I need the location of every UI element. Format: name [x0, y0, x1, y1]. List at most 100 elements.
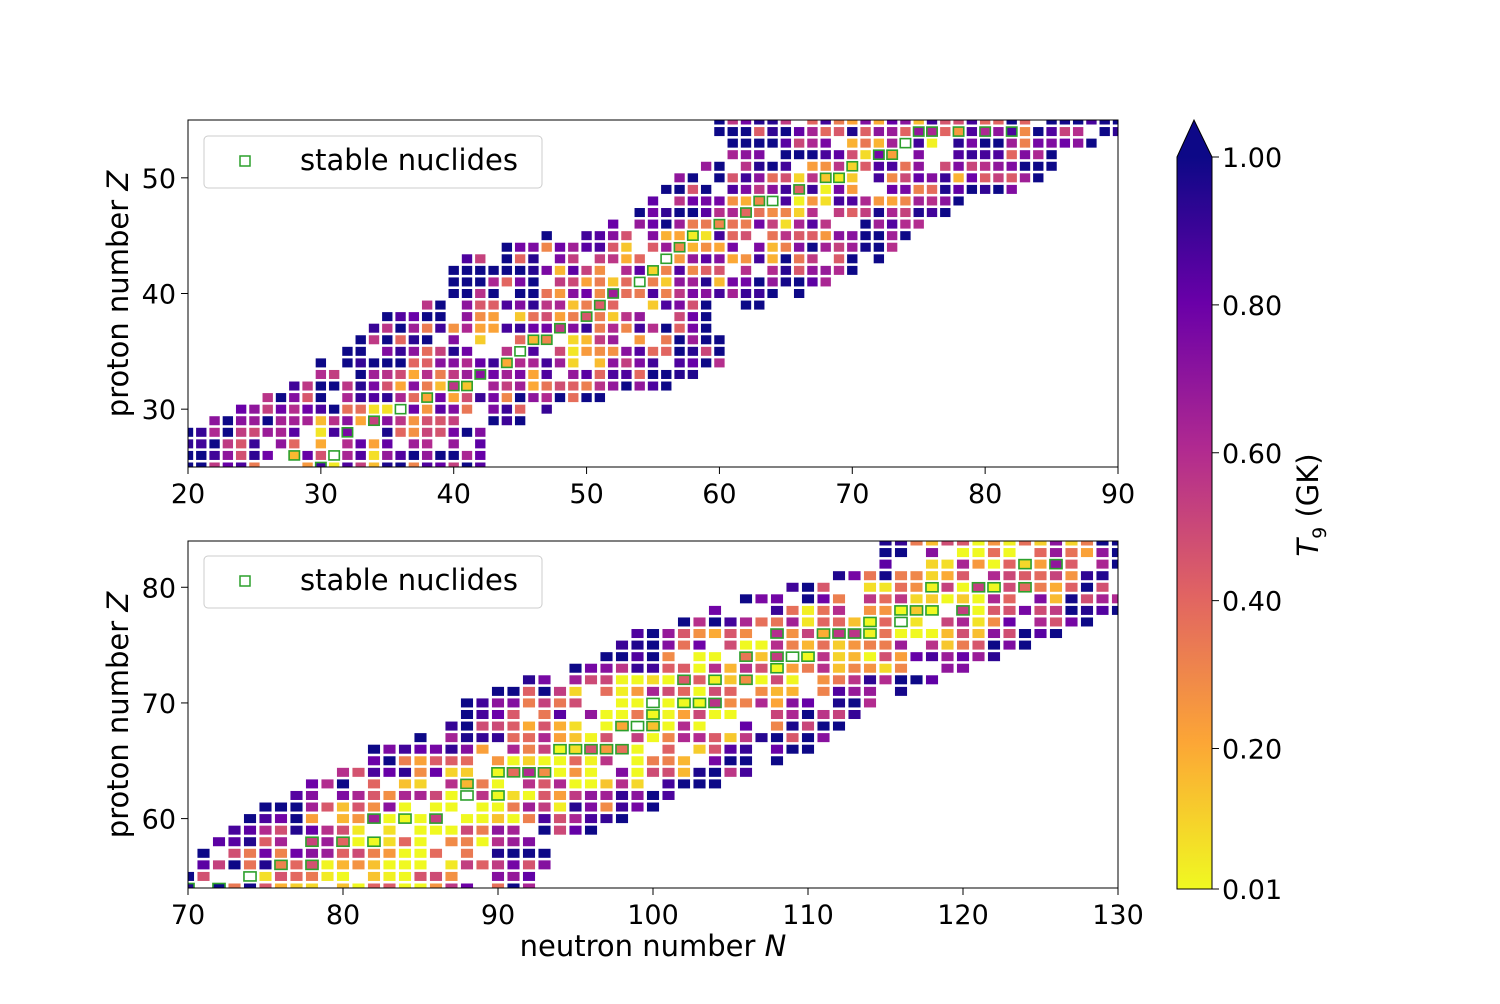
nuclide-cell — [581, 335, 592, 345]
nuclide-cell — [514, 404, 526, 414]
nuclide-cell — [793, 231, 805, 241]
nuclide-cell — [290, 871, 303, 881]
stable-nuclide-marker — [753, 195, 766, 207]
nuclide-cell — [966, 161, 978, 171]
nuclide-cell — [631, 663, 644, 673]
stable-nuclide-marker — [593, 299, 606, 311]
nuclide-cell — [817, 686, 830, 696]
nuclide-cell — [568, 300, 579, 310]
nuclide-cell — [817, 629, 830, 639]
nuclide-cell — [940, 184, 951, 194]
nuclide-cell — [767, 173, 778, 183]
nuclide-cell — [832, 617, 846, 627]
nuclide-cell — [925, 571, 939, 581]
nuclide-cell — [290, 814, 303, 824]
nuclide-cell — [445, 767, 458, 777]
nuclide-cell — [770, 686, 784, 696]
nuclide-cell — [594, 369, 606, 379]
nuclide-cell — [873, 231, 885, 241]
nuclide-cell — [910, 617, 923, 627]
nuclide-cell — [460, 698, 474, 708]
nuclide-cell — [196, 439, 207, 449]
nuclide-cell — [755, 652, 768, 662]
nuclide-cell — [925, 559, 939, 569]
nuclide-cell — [352, 825, 365, 835]
nuclide-cell — [488, 265, 499, 275]
nuclide-cell — [993, 150, 1004, 160]
top-legend-label: stable nuclides — [300, 143, 518, 177]
nuclide-cell — [693, 652, 706, 662]
nuclide-cell — [621, 312, 632, 322]
nuclide-cell — [395, 335, 406, 345]
nuclide-cell — [414, 883, 427, 888]
nuclide-cell — [848, 629, 861, 639]
nuclide-cell — [886, 184, 898, 194]
nuclide-cell — [966, 150, 978, 160]
nuclide-cell — [383, 825, 396, 835]
nuclide-cell — [382, 416, 393, 426]
nuclide-cell — [368, 404, 380, 414]
nuclide-cell — [740, 138, 752, 148]
nuclide-cell — [941, 541, 954, 546]
nuclide-cell — [754, 242, 765, 252]
nuclide-cell — [235, 416, 247, 426]
nuclide-cell — [987, 541, 1001, 546]
nuclide-cell — [700, 161, 712, 171]
nuclide-cell — [863, 617, 877, 627]
nuclide-cell — [863, 675, 877, 685]
nuclide-cell — [1072, 138, 1084, 148]
nuclide-cell — [807, 161, 818, 171]
nuclide-cell — [461, 300, 473, 310]
bottom-xtick-label: 110 — [782, 900, 834, 931]
nuclide-cell — [607, 369, 619, 379]
nuclide-cell — [491, 814, 505, 824]
nuclide-cell — [507, 837, 520, 847]
nuclide-cell — [507, 721, 520, 731]
nuclide-cell — [445, 744, 458, 754]
nuclide-cell — [615, 779, 629, 789]
nuclide-cell — [1111, 559, 1118, 569]
nuclide-cell — [475, 427, 486, 437]
nuclide-cell — [739, 663, 753, 673]
nuclide-cell — [408, 393, 420, 403]
nuclide-cell — [966, 120, 978, 125]
nuclide-cell — [342, 358, 353, 368]
nuclide-cell — [414, 767, 427, 777]
nuclide-cell — [621, 369, 632, 379]
nuclide-cell — [646, 663, 660, 673]
nuclide-cell — [740, 127, 752, 137]
bottom-xtick-label: 130 — [1092, 900, 1144, 931]
stable-nuclide-marker — [584, 743, 598, 755]
top-xtick-label: 50 — [569, 479, 603, 510]
nuclide-cell — [581, 300, 592, 310]
nuclide-cell — [755, 686, 768, 696]
nuclide-cell — [581, 393, 592, 403]
nuclide-cell — [1018, 629, 1032, 639]
nuclide-cell — [687, 323, 699, 333]
nuclide-cell — [646, 652, 660, 662]
nuclide-cell — [594, 346, 606, 356]
nuclide-cell — [188, 462, 194, 467]
nuclide-cell — [460, 848, 474, 858]
nuclide-cell — [382, 335, 393, 345]
nuclide-cell — [693, 629, 706, 639]
nuclide-cell — [475, 462, 486, 467]
nuclide-cell — [848, 652, 861, 662]
nuclide-cell — [522, 802, 536, 812]
nuclide-cell — [714, 242, 725, 252]
nuclide-cell — [631, 698, 644, 708]
nuclide-cell — [621, 242, 632, 252]
nuclide-cell — [913, 150, 924, 160]
nuclide-cell — [594, 381, 606, 391]
nuclide-cell — [693, 686, 706, 696]
nuclide-cell — [460, 733, 474, 743]
nuclide-cell — [621, 254, 632, 264]
nuclide-cell — [289, 439, 300, 449]
nuclide-cell — [754, 138, 765, 148]
nuclide-cell — [740, 231, 752, 241]
nuclide-cell — [445, 733, 458, 743]
nuclide-cell — [786, 721, 799, 731]
nuclide-cell — [522, 744, 536, 754]
nuclide-cell — [1018, 541, 1032, 546]
